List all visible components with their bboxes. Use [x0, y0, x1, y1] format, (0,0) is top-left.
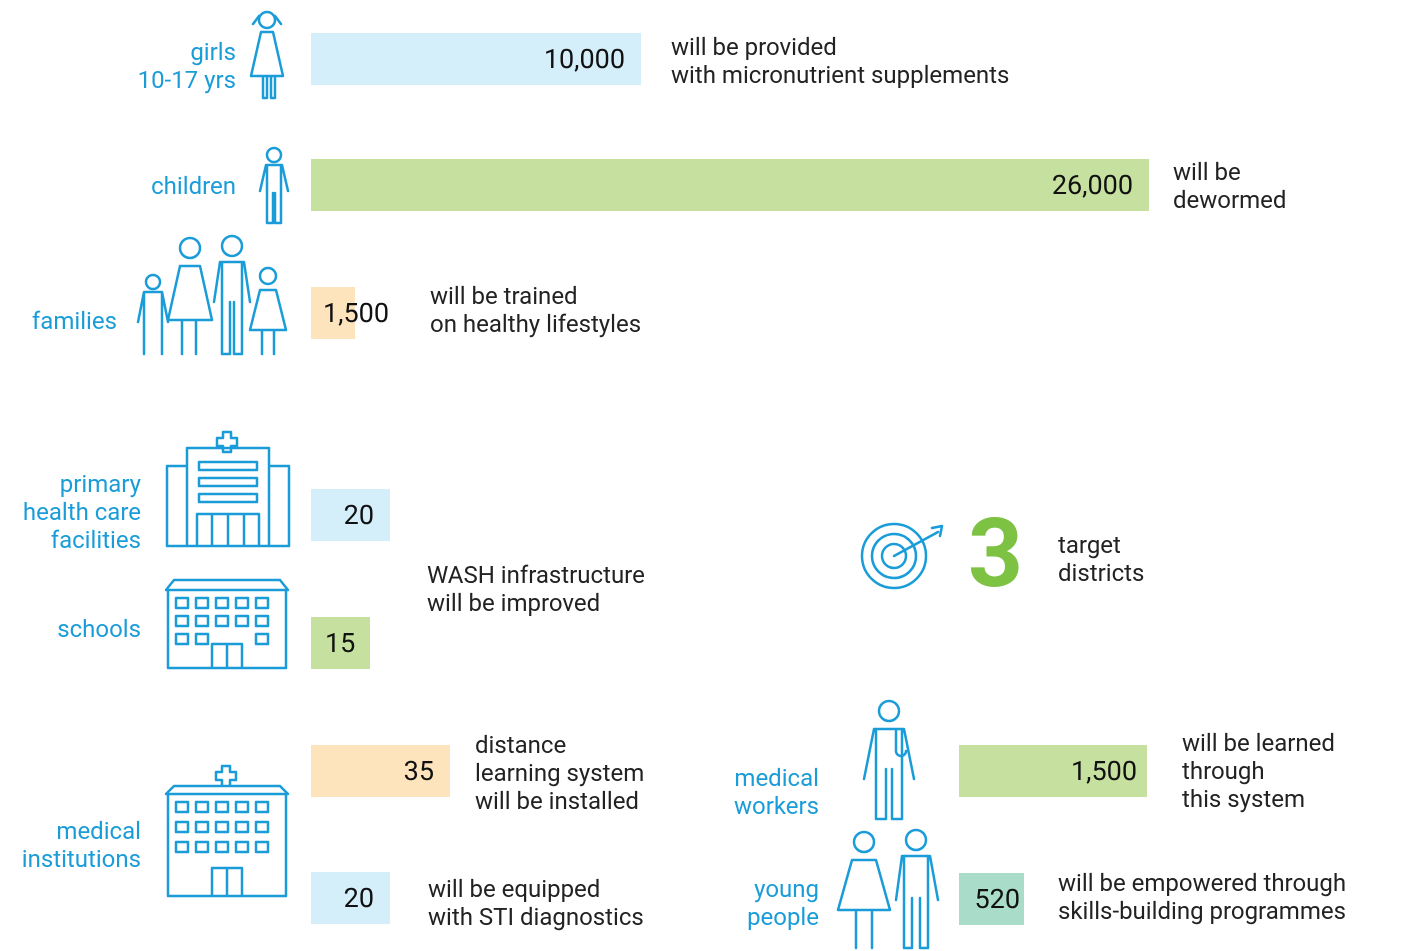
text-line: distance	[475, 731, 644, 759]
label-line: workers	[734, 792, 819, 820]
text-line: will be improved	[427, 589, 645, 617]
description: will be equipped with STI diagnostics	[428, 875, 644, 931]
value: 15	[325, 627, 355, 659]
text-line: skills-building programmes	[1058, 897, 1346, 925]
districts-number: 3	[968, 506, 1023, 602]
description: will be provided with micronutrient supp…	[671, 33, 1009, 89]
description: distance learning system will be install…	[475, 731, 644, 815]
value: 10,000	[544, 43, 625, 75]
child-icon	[255, 145, 293, 227]
label-line: girls	[138, 38, 236, 66]
text-line: on healthy lifestyles	[430, 310, 641, 338]
text-line: will be trained	[430, 282, 641, 310]
label-line: medical	[22, 817, 141, 845]
label-line: health care	[23, 498, 141, 526]
label-line: medical	[734, 764, 819, 792]
text-line: will be	[1173, 158, 1286, 186]
text-line: learning system	[475, 759, 644, 787]
value-bar: 26,000	[311, 159, 1149, 211]
value-bar: 1,500	[959, 745, 1147, 797]
family-icon	[134, 234, 294, 358]
value-bar: 20	[311, 489, 390, 541]
group-label: girls 10-17 yrs	[138, 38, 236, 94]
infographic: girls 10-17 yrs 10,000 will be provided …	[0, 0, 1402, 951]
value: 20	[344, 499, 374, 531]
value: 26,000	[1052, 169, 1133, 201]
target-icon	[860, 522, 960, 592]
description: will be learned through this system	[1182, 729, 1335, 813]
description: will be trained on healthy lifestyles	[430, 282, 641, 338]
text-line: dewormed	[1173, 186, 1286, 214]
text-line: will be empowered through	[1058, 869, 1346, 897]
description: WASH infrastructure will be improved	[427, 561, 645, 617]
label-line: people	[747, 903, 819, 931]
label-line: schools	[57, 615, 141, 643]
description: will be empowered through skills-buildin…	[1058, 869, 1346, 925]
value: 520	[974, 883, 1020, 915]
text-line: with micronutrient supplements	[671, 61, 1009, 89]
label-line: children	[151, 172, 236, 200]
value-bar: 10,000	[311, 33, 641, 85]
text-line: through	[1182, 757, 1335, 785]
young-people-icon	[836, 828, 946, 950]
group-label: families	[32, 307, 117, 335]
group-label: primary health care facilities	[23, 470, 141, 554]
group-label: children	[151, 172, 236, 200]
value-bar: 15	[311, 617, 370, 669]
value: 1,500	[1071, 755, 1137, 787]
group-label: young people	[747, 875, 819, 931]
text-line: will be equipped	[428, 875, 644, 903]
label-line: institutions	[22, 845, 141, 873]
medical-building-icon	[164, 764, 290, 898]
hospital-icon	[165, 428, 291, 548]
label-line: facilities	[23, 526, 141, 554]
text-line: with STI diagnostics	[428, 903, 644, 931]
description: will be dewormed	[1173, 158, 1286, 214]
text-line: will be provided	[671, 33, 1009, 61]
label-line: families	[32, 307, 117, 335]
text-line: WASH infrastructure	[427, 561, 645, 589]
value-bar: 520	[959, 873, 1024, 925]
text-line: will be learned	[1182, 729, 1335, 757]
value: 1,500	[323, 297, 389, 329]
girl-icon	[245, 8, 290, 100]
text-line: will be installed	[475, 787, 644, 815]
group-label: medical institutions	[22, 817, 141, 873]
group-label: medical workers	[734, 764, 819, 820]
value-bar: 35	[311, 745, 450, 797]
value: 20	[344, 882, 374, 914]
text-line: districts	[1058, 559, 1144, 587]
text-line: target	[1058, 531, 1144, 559]
value-bar: 1,500	[311, 287, 355, 339]
label-line: primary	[23, 470, 141, 498]
description: target districts	[1058, 531, 1144, 587]
label-line: 10-17 yrs	[138, 66, 236, 94]
group-label: schools	[57, 615, 141, 643]
school-icon	[164, 578, 290, 670]
value: 35	[404, 755, 434, 787]
doctor-icon	[860, 697, 918, 821]
value-bar: 20	[311, 872, 390, 924]
label-line: young	[747, 875, 819, 903]
text-line: this system	[1182, 785, 1335, 813]
